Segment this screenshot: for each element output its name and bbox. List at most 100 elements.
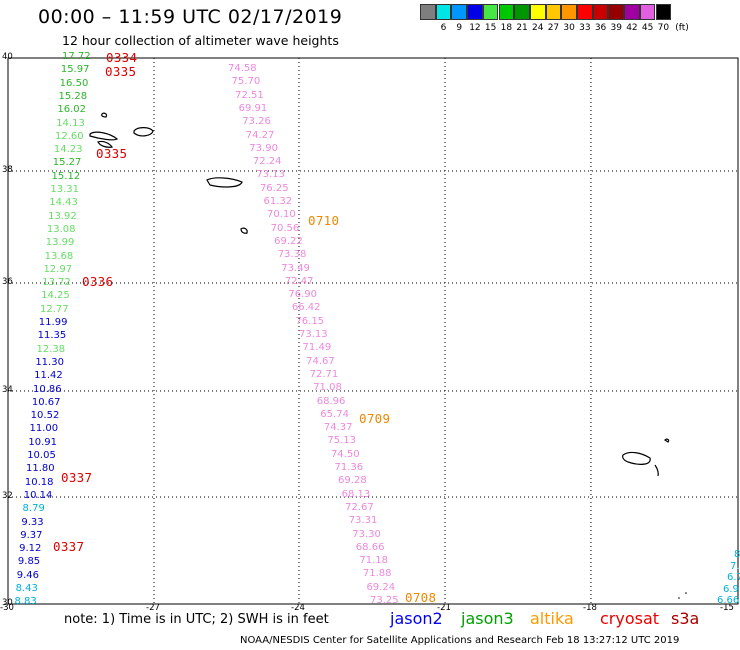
legend-swatch bbox=[514, 4, 530, 20]
swh-value-left: 12.60 bbox=[55, 130, 84, 142]
legend-swatch bbox=[577, 4, 593, 20]
swh-value-mid: 68.13 bbox=[341, 488, 371, 500]
swh-value-left: 9.12 bbox=[19, 543, 42, 555]
swh-value-mid: 73.38 bbox=[277, 249, 307, 261]
swh-value-mid: 66.42 bbox=[291, 302, 321, 314]
swh-value-left: 11.42 bbox=[34, 370, 63, 382]
swh-value-mid: 74.67 bbox=[306, 355, 335, 367]
island-outline bbox=[240, 227, 248, 234]
legend-label: 15 bbox=[484, 23, 497, 33]
credit-line: NOAA/NESDIS Center for Satellite Applica… bbox=[240, 635, 680, 646]
island-outline bbox=[622, 451, 651, 465]
pass-time-label: 0710 bbox=[308, 213, 340, 228]
legend-label: 9 bbox=[456, 23, 463, 33]
legend-swatch bbox=[592, 4, 609, 20]
swh-value-left: 13.72 bbox=[42, 277, 71, 289]
swh-value-mid: 71.49 bbox=[302, 342, 332, 354]
lon-tick-label: -30 bbox=[0, 603, 14, 613]
island-outline bbox=[654, 464, 659, 477]
swh-value-mid: 65.74 bbox=[320, 408, 349, 420]
swh-value-right: 7. bbox=[730, 560, 740, 572]
legend-swatch bbox=[608, 4, 625, 20]
legend-swatch bbox=[655, 4, 672, 20]
swh-value-mid: 69.24 bbox=[366, 581, 396, 593]
swh-value-left: 15.28 bbox=[58, 90, 88, 102]
legend-label: 30 bbox=[563, 23, 575, 33]
swh-value-mid: 73.26 bbox=[242, 116, 271, 128]
swh-value-mid: 73.90 bbox=[249, 142, 278, 154]
swh-value-left: 12.77 bbox=[39, 303, 69, 315]
swh-value-mid: 73.13 bbox=[256, 169, 286, 181]
swh-value-left: 15.97 bbox=[60, 64, 90, 76]
swh-value-mid: 73.31 bbox=[348, 515, 378, 527]
legend-swatch bbox=[529, 4, 546, 20]
island-outline bbox=[89, 131, 119, 141]
island-outline bbox=[101, 112, 108, 118]
pass-time-label: 0335 bbox=[105, 64, 137, 79]
swh-value-mid: 71.36 bbox=[334, 462, 364, 473]
legend-label: 18 bbox=[500, 23, 513, 33]
legend-label: 36 bbox=[594, 23, 607, 33]
lat-tick-label: 32 bbox=[2, 491, 13, 501]
swh-value-left: 8.79 bbox=[22, 503, 45, 515]
swh-value-mid: 72.47 bbox=[284, 275, 314, 287]
swh-value-left: 15.27 bbox=[52, 157, 82, 169]
swh-value-left: 10.18 bbox=[24, 476, 54, 488]
legend-swatch bbox=[545, 4, 562, 20]
satellite-name: jason2 bbox=[390, 609, 443, 628]
island-outline bbox=[664, 438, 670, 443]
swh-value-left: 10.05 bbox=[27, 450, 56, 461]
swh-value-left: 10.14 bbox=[23, 489, 53, 501]
legend-label: 6 bbox=[440, 23, 447, 33]
swh-value-mid: 72.51 bbox=[235, 89, 264, 101]
legend-label: 27 bbox=[547, 23, 560, 33]
swh-value-left: 13.92 bbox=[48, 210, 77, 222]
legend-swatch bbox=[639, 4, 656, 20]
swh-value-left: 10.67 bbox=[31, 396, 61, 408]
swh-value-mid: 70.10 bbox=[267, 209, 296, 221]
swh-value-left: 11.30 bbox=[35, 356, 64, 368]
pass-time-label: 0335 bbox=[96, 146, 128, 161]
swh-value-mid: 69.22 bbox=[274, 235, 303, 247]
swh-value-mid: 74.27 bbox=[245, 129, 275, 141]
satellite-name: cryosat bbox=[600, 609, 660, 628]
legend-label: 42 bbox=[626, 23, 638, 33]
legend-swatch bbox=[498, 4, 515, 20]
legend-label: 70 bbox=[657, 23, 670, 33]
pass-time-label: 0337 bbox=[53, 539, 85, 554]
map-subtitle: 12 hour collection of altimeter wave hei… bbox=[62, 33, 339, 48]
swh-value-mid: 72.71 bbox=[309, 368, 339, 380]
swh-value-left: 17.72 bbox=[62, 51, 91, 62]
swh-value-mid: 70.56 bbox=[270, 222, 300, 234]
island-dot bbox=[678, 597, 680, 599]
pass-time-label: 0337 bbox=[61, 470, 93, 485]
legend-swatch bbox=[451, 4, 468, 20]
satellite-name: s3a bbox=[671, 609, 700, 628]
swh-value-left: 12.38 bbox=[36, 343, 66, 355]
swh-value-left: 11.99 bbox=[38, 317, 68, 328]
pass-time-label: 0709 bbox=[359, 411, 391, 426]
swh-value-left: 10.86 bbox=[33, 383, 62, 395]
swh-value-left: 11.00 bbox=[29, 423, 59, 435]
swh-value-left: 10.52 bbox=[30, 410, 60, 422]
swh-value-left: 11.80 bbox=[26, 463, 55, 475]
legend-swatch bbox=[420, 4, 436, 20]
swh-value-mid: 76.15 bbox=[295, 315, 325, 327]
swh-value-left: 16.50 bbox=[59, 77, 89, 89]
legend-label: 39 bbox=[610, 23, 622, 33]
legend-swatch bbox=[561, 4, 577, 20]
swh-value-left: 16.02 bbox=[57, 104, 86, 116]
swh-value-mid: 74.58 bbox=[228, 63, 257, 74]
island-dot bbox=[685, 592, 687, 594]
lon-tick-label: -15 bbox=[720, 603, 734, 613]
map-title: 00:00 – 11:59 UTC 02/17/2019 bbox=[38, 6, 343, 28]
swh-value-mid: 69.91 bbox=[238, 102, 268, 114]
legend-swatch bbox=[467, 4, 483, 20]
swh-value-left: 13.99 bbox=[45, 237, 75, 249]
swh-value-left: 11.35 bbox=[37, 330, 67, 342]
pass-time-label: 0336 bbox=[82, 274, 114, 289]
swh-value-left: 9.85 bbox=[17, 556, 41, 568]
lon-tick-label: -21 bbox=[437, 603, 451, 613]
legend-label: 24 bbox=[532, 23, 544, 33]
lat-tick-label: 34 bbox=[2, 385, 13, 395]
